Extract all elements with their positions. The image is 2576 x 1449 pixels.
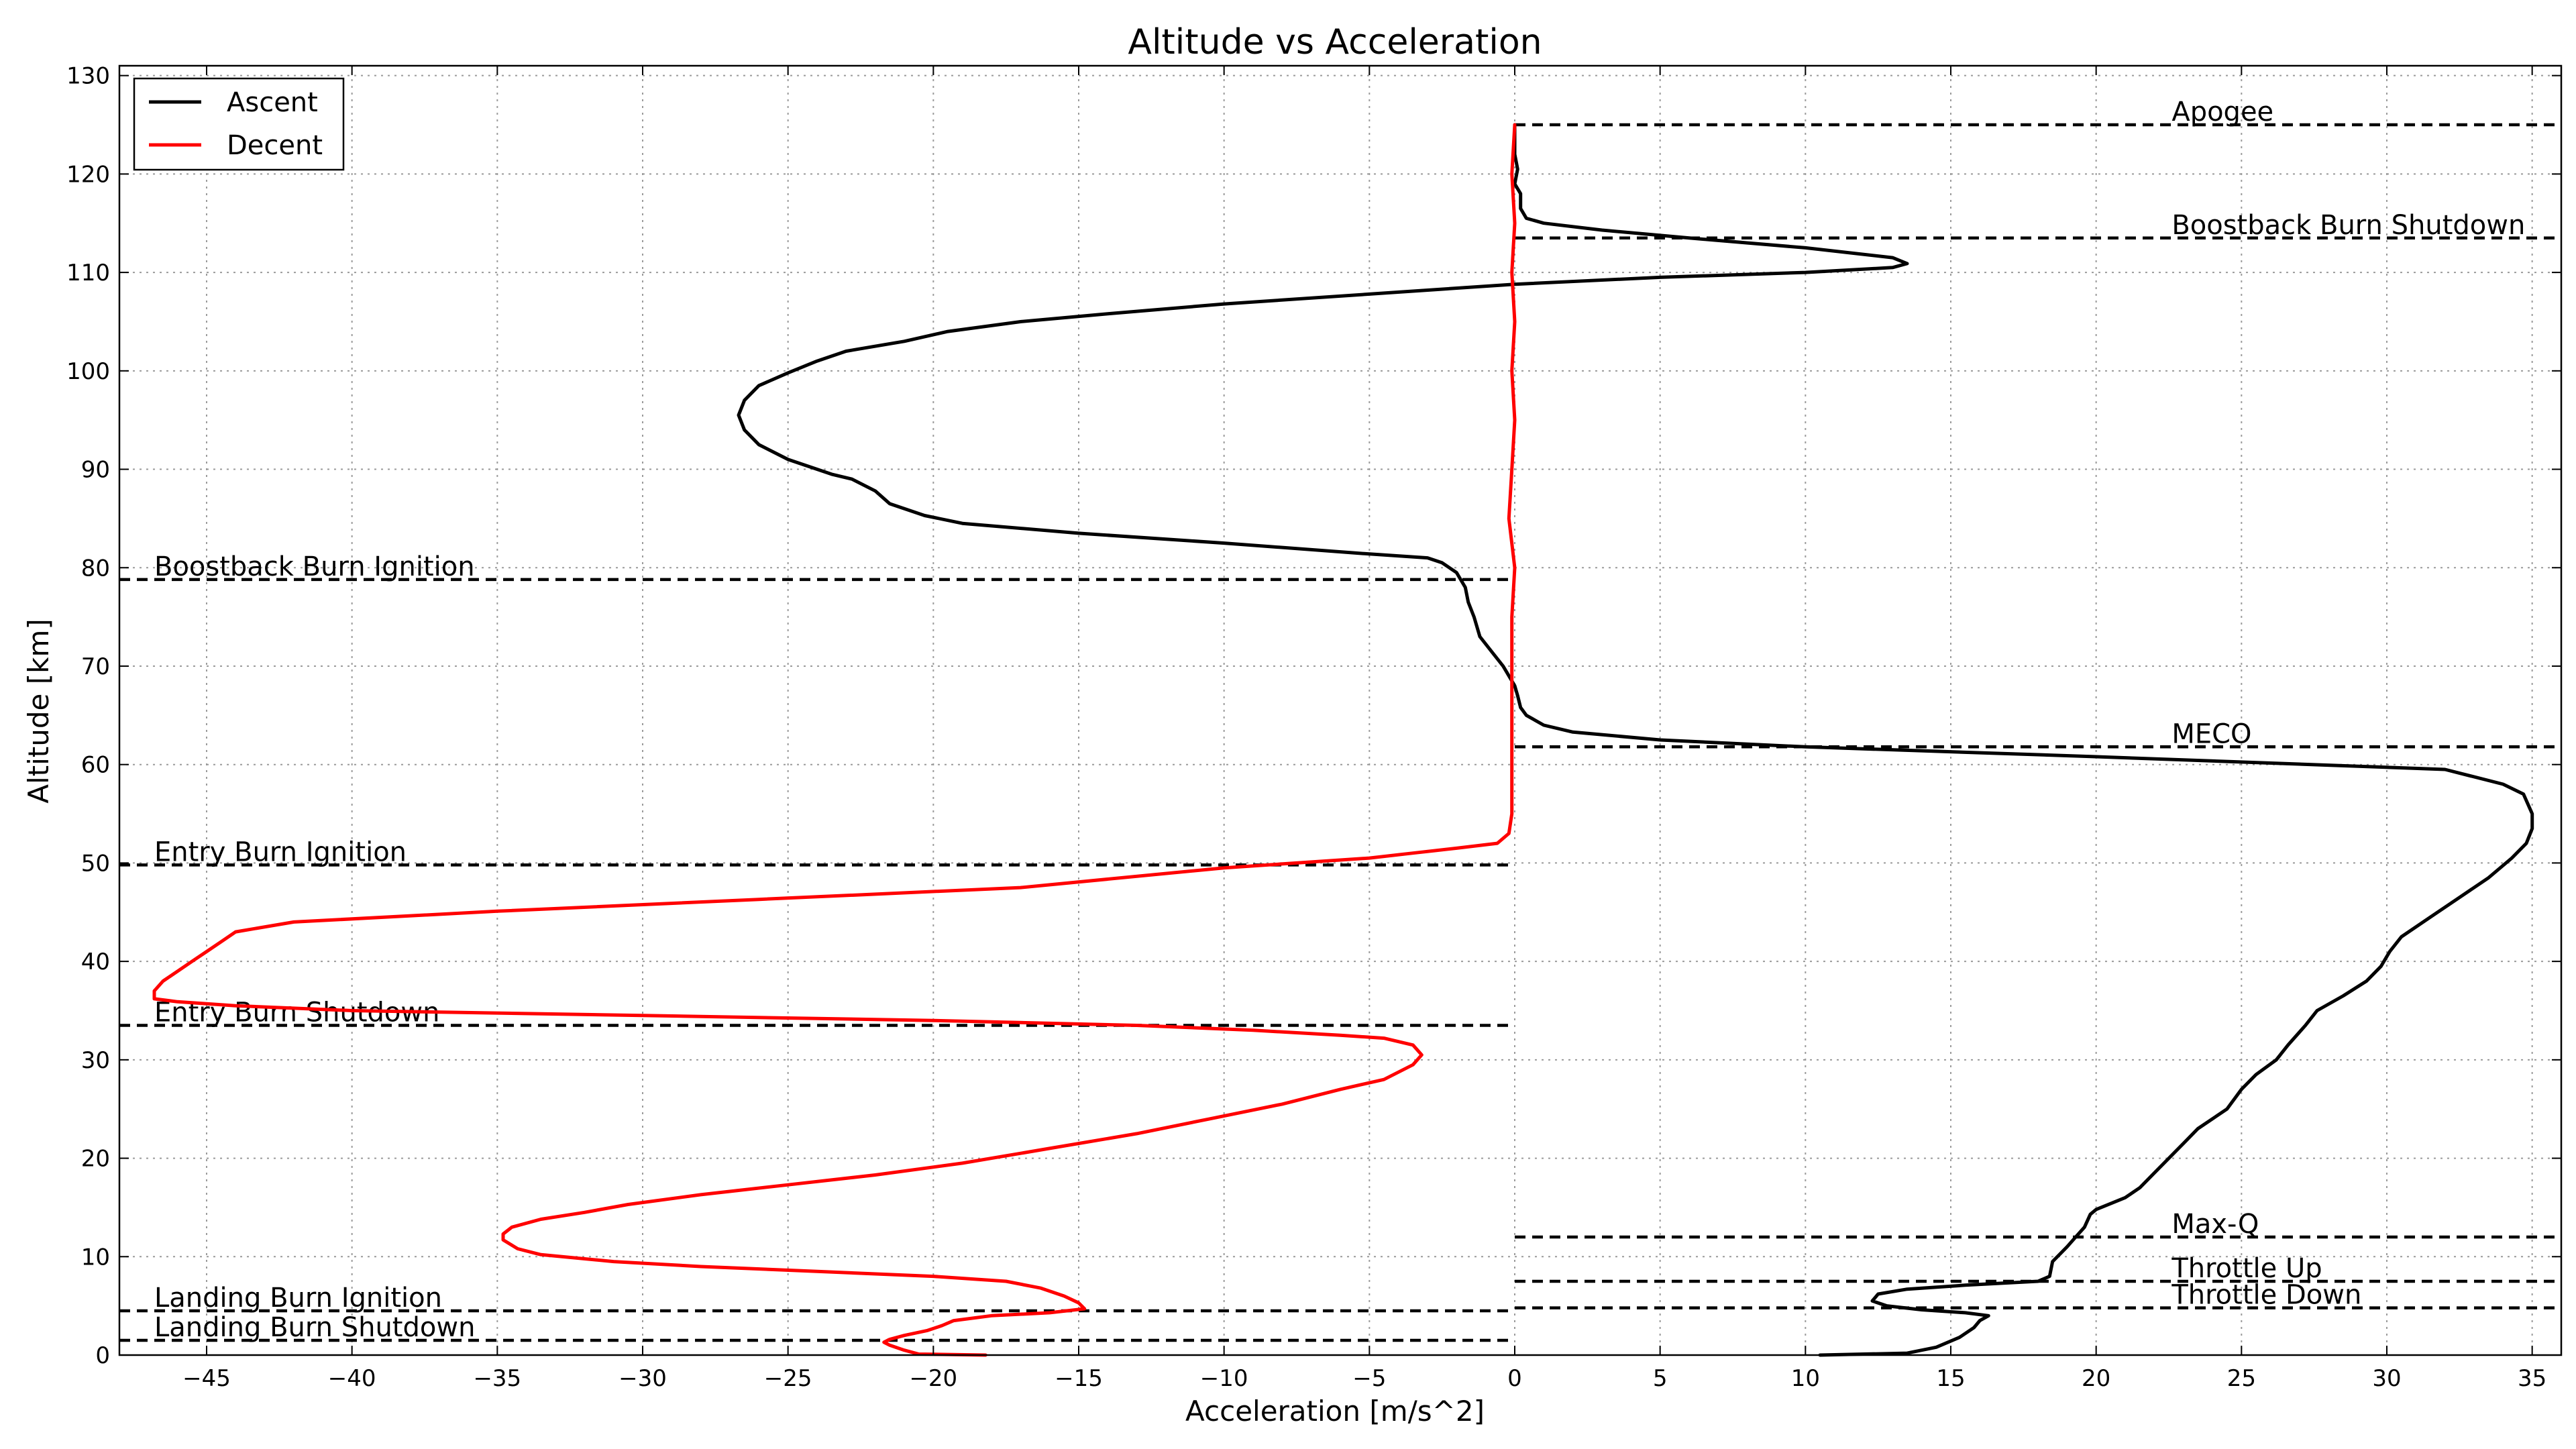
y-axis-ticks: 0 10 20 30 40 50 60 70 80 90 100 110 120 130 <box>66 63 2561 1369</box>
legend-label-decent: Decent <box>227 130 323 161</box>
event-label: Entry Burn Ignition <box>154 837 407 867</box>
event-label: Throttle Down <box>2171 1280 2361 1311</box>
x-tick-label: 15 <box>1936 1365 1965 1392</box>
y-tick-label: 50 <box>81 850 110 877</box>
event-label: Apogee <box>2171 97 2273 127</box>
y-axis-label: Altitude [km] <box>22 619 55 803</box>
x-tick-label: −5 <box>1352 1365 1386 1392</box>
y-tick-label: 40 <box>81 949 110 975</box>
y-tick-label: 100 <box>66 358 110 385</box>
series-line-ascent <box>737 123 2534 1357</box>
y-tick-label: 60 <box>81 752 110 779</box>
x-tick-label: 5 <box>1653 1365 1668 1392</box>
x-tick-label: 30 <box>2372 1365 2401 1392</box>
y-tick-label: 120 <box>66 161 110 188</box>
x-tick-label: −25 <box>764 1365 812 1392</box>
x-tick-label: 0 <box>1507 1365 1522 1392</box>
chart-title: Altitude vs Acceleration <box>1128 22 1542 62</box>
y-tick-label: 130 <box>66 63 110 90</box>
x-tick-label: 35 <box>2518 1365 2546 1392</box>
series-line-decent <box>152 123 1517 1357</box>
y-tick-label: 70 <box>81 653 110 680</box>
x-tick-label: −10 <box>1200 1365 1248 1392</box>
y-tick-label: 80 <box>81 555 110 582</box>
event-label: Landing Burn Ignition <box>154 1283 442 1313</box>
event-label: Boostback Burn Shutdown <box>2171 210 2525 241</box>
x-tick-label: −45 <box>182 1365 231 1392</box>
x-tick-label: −20 <box>909 1365 957 1392</box>
event-label: Landing Burn Shutdown <box>154 1312 475 1343</box>
x-axis-label: Acceleration [m/s^2] <box>1185 1395 1485 1428</box>
y-tick-label: 30 <box>81 1047 110 1074</box>
y-tick-label: 10 <box>81 1244 110 1271</box>
x-tick-label: 10 <box>1791 1365 1820 1392</box>
x-tick-label: −15 <box>1055 1365 1103 1392</box>
event-label: MECO <box>2171 718 2251 749</box>
event-label: Max-Q <box>2171 1209 2259 1240</box>
legend-box <box>133 77 345 171</box>
y-tick-label: 20 <box>81 1146 110 1173</box>
y-tick-label: 90 <box>81 457 110 484</box>
event-label: Boostback Burn Ignition <box>154 551 475 582</box>
x-tick-label: 25 <box>2227 1365 2256 1392</box>
y-tick-label: 0 <box>95 1342 110 1369</box>
x-tick-label: 20 <box>2082 1365 2110 1392</box>
x-tick-label: −35 <box>473 1365 521 1392</box>
x-axis-ticks: −45 −40 −35 −30 −25 −20 −15 −10 −5 0 5 10 15 20 25 30 35 <box>182 66 2546 1392</box>
legend: Ascent Decent <box>133 77 345 171</box>
x-tick-label: −40 <box>328 1365 376 1392</box>
series-lines <box>152 123 2534 1357</box>
event-label: Throttle Up <box>2171 1253 2322 1284</box>
plot-frame <box>118 64 2563 1356</box>
y-tick-label: 110 <box>66 260 110 286</box>
x-tick-label: −30 <box>619 1365 667 1392</box>
legend-label-ascent: Ascent <box>227 87 318 118</box>
